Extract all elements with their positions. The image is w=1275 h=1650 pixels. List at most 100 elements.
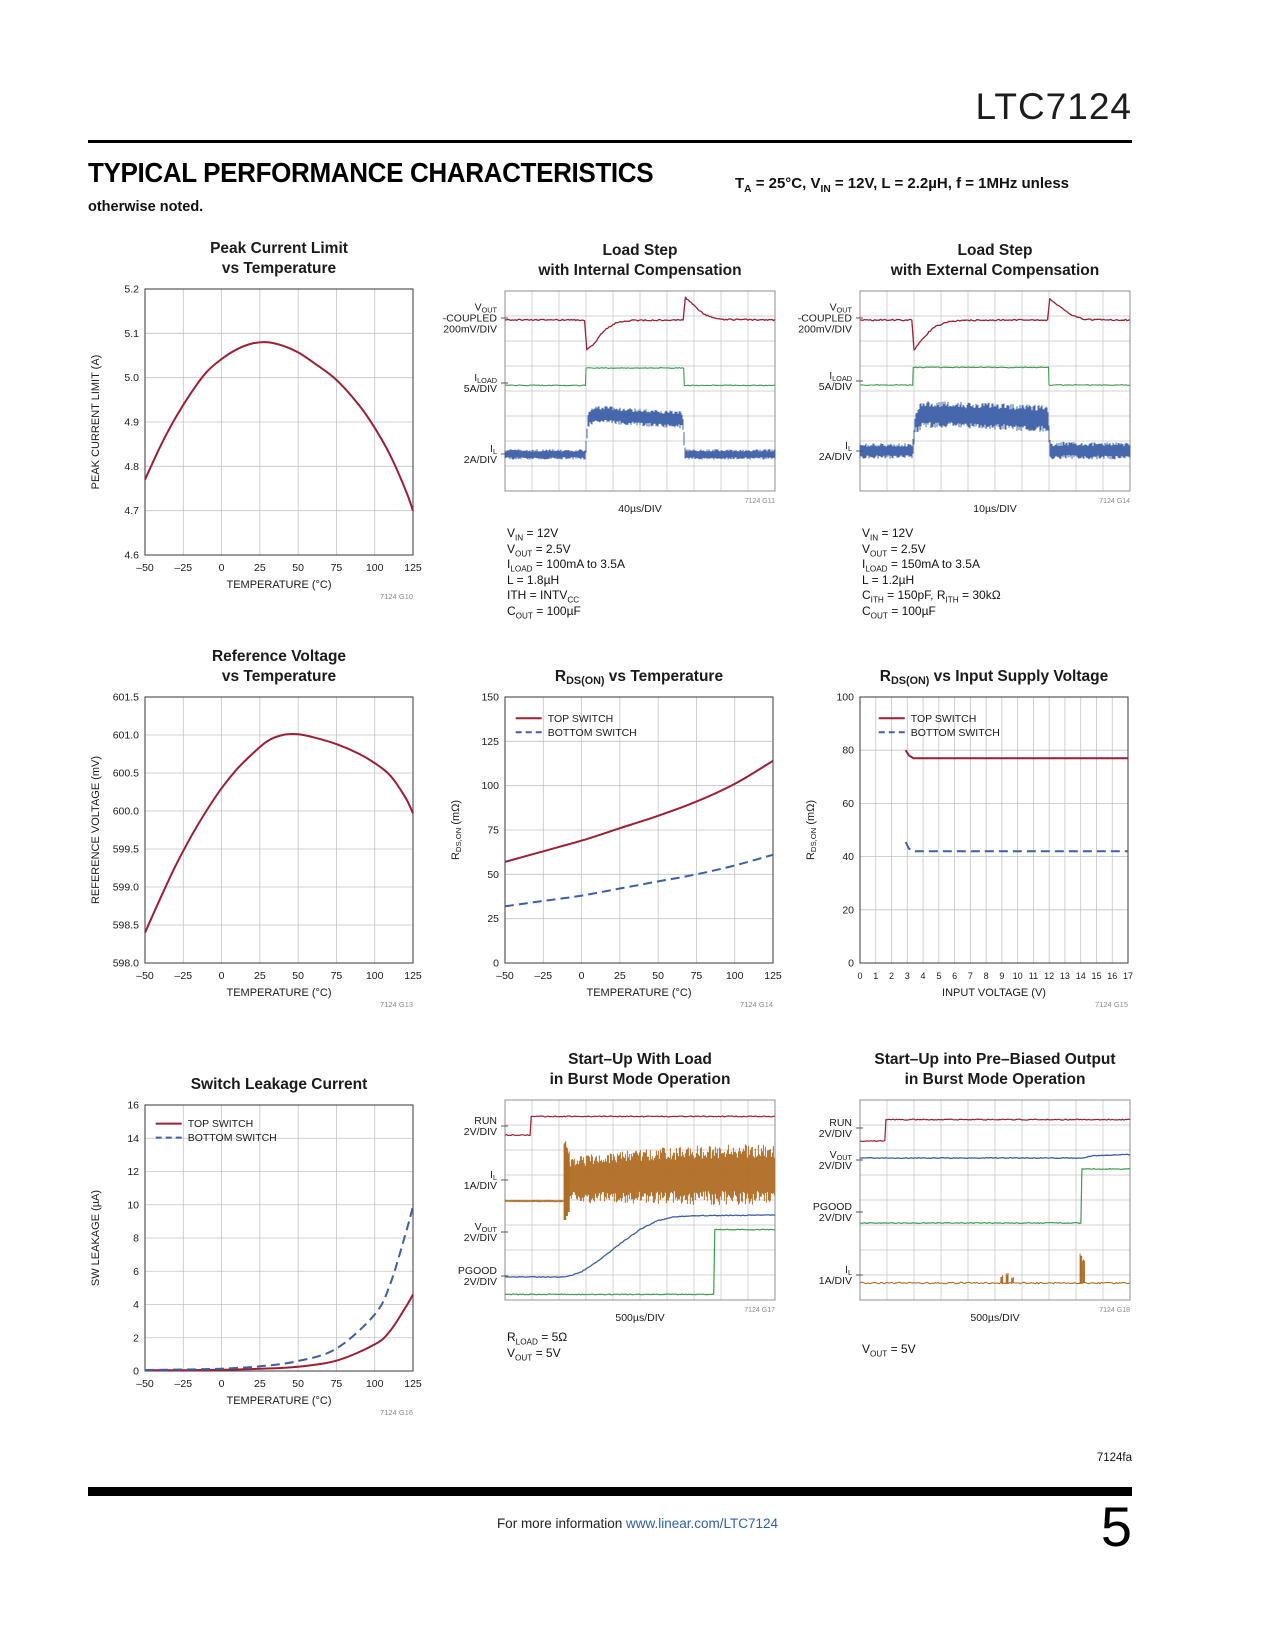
svg-text:IL: IL <box>490 1169 497 1182</box>
pgood-trace <box>859 1168 1131 1224</box>
svg-text:125: 125 <box>404 970 422 982</box>
chart-title: with Internal Compensation <box>537 262 741 279</box>
condition-line: VIN = 12V <box>507 526 559 543</box>
svg-text:0: 0 <box>857 971 862 981</box>
svg-text:50: 50 <box>292 562 304 574</box>
plot-frame <box>144 1104 414 1372</box>
svg-text:–50: –50 <box>136 562 154 574</box>
svg-text:VOUT: VOUT <box>475 302 498 315</box>
svg-text:0: 0 <box>219 970 225 982</box>
svg-text:0: 0 <box>848 958 854 970</box>
vout-trace <box>504 296 776 351</box>
svg-text:25: 25 <box>254 970 266 982</box>
scope-frame <box>859 1099 1131 1301</box>
page-number: 5 <box>1100 1495 1132 1558</box>
svg-text:RUN: RUN <box>474 1115 497 1127</box>
svg-text:–50: –50 <box>136 970 154 982</box>
figure-ref: 7124 G16 <box>380 1408 413 1417</box>
il-baseline-trace <box>504 1199 564 1203</box>
iload-trace <box>504 367 776 387</box>
svg-text:0: 0 <box>493 958 499 970</box>
svg-text:100: 100 <box>836 692 854 704</box>
svg-text:100: 100 <box>366 562 384 574</box>
condition-line: RLOAD = 5Ω <box>507 1330 568 1347</box>
peak-current-limit-curve <box>144 341 414 512</box>
footer-bar <box>88 1487 1132 1496</box>
grid-lines <box>144 288 414 556</box>
svg-text:–25: –25 <box>175 562 193 574</box>
svg-text:BOTTOM SWITCH: BOTTOM SWITCH <box>911 727 1000 739</box>
svg-text:2V/DIV: 2V/DIV <box>819 1160 852 1172</box>
svg-text:5.2: 5.2 <box>124 284 139 296</box>
svg-text:3: 3 <box>905 971 910 981</box>
chart-title: RDS(ON) vs Temperature <box>555 668 724 687</box>
conditions-load-step-internal: VIN = 12V VOUT = 2.5V ILOAD = 100mA to 3.5… <box>507 526 625 619</box>
svg-text:RUN: RUN <box>829 1117 852 1129</box>
svg-text:599.5: 599.5 <box>113 844 139 856</box>
tick-labels: 5.2 5.1 5.0 4.9 4.8 4.7 4.6–50 –25 0 25 50 75 100 125 <box>124 284 422 575</box>
svg-text:50: 50 <box>652 970 664 982</box>
figure-ref: 7124 G14 <box>740 1000 773 1009</box>
il-trace <box>859 1281 1131 1285</box>
svg-text:598.0: 598.0 <box>113 958 139 970</box>
svg-text:TOP SWITCH: TOP SWITCH <box>911 713 977 725</box>
svg-text:5A/DIV: 5A/DIV <box>464 383 497 395</box>
tick-labels: 601.5 601.0 600.5 600.0 599.5 599.0 598.5 598.0… <box>113 692 422 983</box>
svg-text:14: 14 <box>127 1133 139 1145</box>
condition-line: VOUT = 2.5V <box>862 541 926 558</box>
svg-text:14: 14 <box>1076 971 1086 981</box>
svg-text:PGOOD: PGOOD <box>813 1201 853 1213</box>
top-switch-curve <box>144 1293 414 1372</box>
x-axis-label: TEMPERATURE (°C) <box>226 1395 331 1407</box>
svg-text:4: 4 <box>921 971 926 981</box>
svg-text:IL: IL <box>845 440 852 453</box>
plot-frame <box>504 696 774 964</box>
chart-title: Start–Up into Pre–Biased Output <box>874 1051 1115 1068</box>
svg-text:200mV/DIV: 200mV/DIV <box>443 324 497 336</box>
svg-text:5: 5 <box>936 971 941 981</box>
x-axis-label: INPUT VOLTAGE (V) <box>942 987 1046 999</box>
chart-title: Switch Leakage Current <box>191 1076 368 1093</box>
svg-text:0: 0 <box>133 1366 139 1378</box>
svg-text:50: 50 <box>292 1378 304 1390</box>
footer-link[interactable]: www.linear.com/LTC7124 <box>625 1516 779 1531</box>
svg-text:60: 60 <box>842 798 854 810</box>
legend: TOP SWITCH BOTTOM SWITCH <box>155 1118 277 1144</box>
bottom-switch-curve <box>144 1206 414 1371</box>
svg-text:1A/DIV: 1A/DIV <box>464 1180 497 1192</box>
run-trace <box>504 1115 776 1137</box>
svg-text:–25: –25 <box>175 1378 193 1390</box>
svg-text:BOTTOM SWITCH: BOTTOM SWITCH <box>548 727 637 739</box>
svg-text:25: 25 <box>254 1378 266 1390</box>
svg-text:100: 100 <box>366 1378 384 1390</box>
il-spikes <box>563 1141 570 1220</box>
figure-ref: 7124 G10 <box>380 592 413 601</box>
y-axis-label: PEAK CURRENT LIMIT (A) <box>90 355 102 490</box>
timebase-label: 500µs/DIV <box>970 1312 1019 1324</box>
svg-text:2V/DIV: 2V/DIV <box>819 1128 852 1140</box>
svg-text:13: 13 <box>1060 971 1070 981</box>
vout-trace <box>859 297 1131 351</box>
top-switch-curve <box>904 749 1128 760</box>
y-axis-label: RDS,ON (mΩ) <box>805 800 818 860</box>
x-axis-label: TEMPERATURE (°C) <box>586 987 691 999</box>
chart-title: Load Step <box>958 242 1033 259</box>
svg-text:0: 0 <box>579 970 585 982</box>
svg-text:50: 50 <box>487 869 499 881</box>
y-axis-label: REFERENCE VOLTAGE (mV) <box>90 756 102 904</box>
condition-line: ITH = INTVCC <box>507 588 580 605</box>
svg-text:50: 50 <box>292 970 304 982</box>
condition-line: COUT = 100µF <box>507 603 581 620</box>
condition-line: VOUT = 2.5V <box>507 541 571 558</box>
doc-revision-code: 7124fa <box>1096 1452 1132 1464</box>
svg-text:16: 16 <box>1107 971 1117 981</box>
chart-title: Start–Up With Load <box>568 1051 712 1068</box>
svg-text:125: 125 <box>404 1378 422 1390</box>
bottom-switch-curve <box>904 841 1128 853</box>
conditions-startup-prebiased: VOUT = 5V <box>862 1342 916 1358</box>
